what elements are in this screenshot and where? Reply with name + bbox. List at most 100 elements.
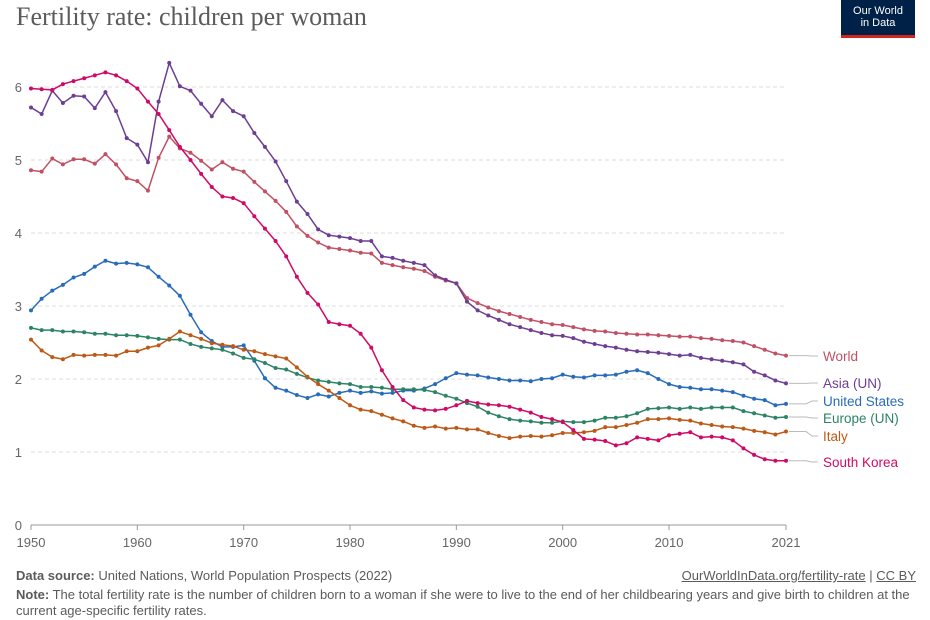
y-tick-label: 0 xyxy=(15,518,22,533)
data-point xyxy=(613,415,618,420)
data-point xyxy=(348,382,353,387)
data-point xyxy=(433,424,438,429)
x-tick-label: 1990 xyxy=(442,535,471,550)
data-point xyxy=(698,435,703,440)
data-point xyxy=(177,144,182,149)
data-point xyxy=(60,329,65,334)
data-point xyxy=(29,325,33,330)
data-point xyxy=(337,395,342,400)
data-point xyxy=(433,390,438,395)
data-point xyxy=(326,379,331,384)
chart-title: Fertility rate: children per woman xyxy=(16,2,367,31)
data-point xyxy=(135,333,140,338)
data-point xyxy=(60,357,65,362)
data-point xyxy=(507,378,512,383)
data-point xyxy=(741,446,746,451)
data-point xyxy=(730,339,735,344)
data-point xyxy=(379,391,384,396)
data-point xyxy=(709,387,714,392)
data-point xyxy=(784,401,788,406)
data-point xyxy=(550,420,555,425)
license-link[interactable]: CC BY xyxy=(876,568,916,583)
data-point xyxy=(741,340,746,345)
data-point xyxy=(752,369,757,374)
data-point xyxy=(464,398,469,403)
data-point xyxy=(305,374,310,379)
data-point xyxy=(581,436,586,441)
data-point xyxy=(188,341,193,346)
data-point xyxy=(677,406,682,411)
data-point xyxy=(284,209,289,214)
data-point xyxy=(252,130,257,135)
data-point xyxy=(762,413,767,418)
data-point xyxy=(667,433,672,438)
data-point xyxy=(688,430,693,435)
data-point xyxy=(571,325,576,330)
data-point xyxy=(773,403,778,408)
data-point xyxy=(592,328,597,333)
data-point xyxy=(241,169,246,174)
data-point xyxy=(656,406,661,411)
data-point xyxy=(145,160,150,165)
data-point xyxy=(539,320,544,325)
data-point xyxy=(39,112,44,117)
data-point xyxy=(635,368,640,373)
data-point xyxy=(284,356,289,361)
data-point xyxy=(39,87,44,92)
line-chart: 0 1 2 3 4 5 6 1950 1960 1970 1980 1990 2000 2010 2021… xyxy=(15,60,904,550)
data-point xyxy=(294,393,299,398)
data-point xyxy=(326,320,331,325)
data-point xyxy=(645,406,650,411)
series-line-europe-un- xyxy=(30,327,787,424)
data-point xyxy=(550,433,555,438)
data-point xyxy=(401,387,406,392)
data-point xyxy=(262,189,267,194)
data-point xyxy=(71,329,76,334)
data-point xyxy=(645,417,650,422)
data-point xyxy=(507,312,512,317)
data-point xyxy=(539,414,544,419)
data-point xyxy=(358,390,363,395)
data-point xyxy=(50,355,55,360)
data-point xyxy=(177,84,182,89)
data-point xyxy=(741,393,746,398)
data-point xyxy=(92,264,97,269)
data-point xyxy=(145,99,150,104)
x-tick-label: 1970 xyxy=(229,535,258,550)
data-point xyxy=(82,76,87,81)
data-point xyxy=(507,404,512,409)
data-point xyxy=(60,101,65,106)
data-point xyxy=(156,155,161,160)
source-url-link[interactable]: OurWorldInData.org/fertility-rate xyxy=(681,568,866,583)
data-point xyxy=(209,167,214,172)
data-point xyxy=(199,336,204,341)
data-point xyxy=(784,458,788,463)
data-point xyxy=(730,360,735,365)
data-point xyxy=(443,277,448,282)
data-point xyxy=(773,432,778,437)
data-point xyxy=(454,281,459,286)
data-point xyxy=(677,385,682,390)
data-point xyxy=(698,336,703,341)
data-point xyxy=(496,433,501,438)
data-point xyxy=(528,419,533,424)
data-point xyxy=(220,98,225,103)
owid-logo[interactable]: Our World in Data xyxy=(841,0,915,38)
logo-accent-bar xyxy=(841,35,915,38)
x-tick-label: 1960 xyxy=(123,535,152,550)
data-point xyxy=(284,367,289,372)
data-point xyxy=(624,422,629,427)
x-tick-label: 2021 xyxy=(772,535,801,550)
data-point xyxy=(581,375,586,380)
label-connector xyxy=(789,431,818,437)
data-point xyxy=(103,70,108,75)
data-point xyxy=(688,334,693,339)
data-point xyxy=(199,158,204,163)
data-point xyxy=(188,88,193,93)
footer-links: OurWorldInData.org/fertility-rate | CC B… xyxy=(682,568,916,583)
data-point xyxy=(50,288,55,293)
data-point xyxy=(422,407,427,412)
data-point xyxy=(82,271,87,276)
data-point xyxy=(581,420,586,425)
data-point xyxy=(294,274,299,279)
